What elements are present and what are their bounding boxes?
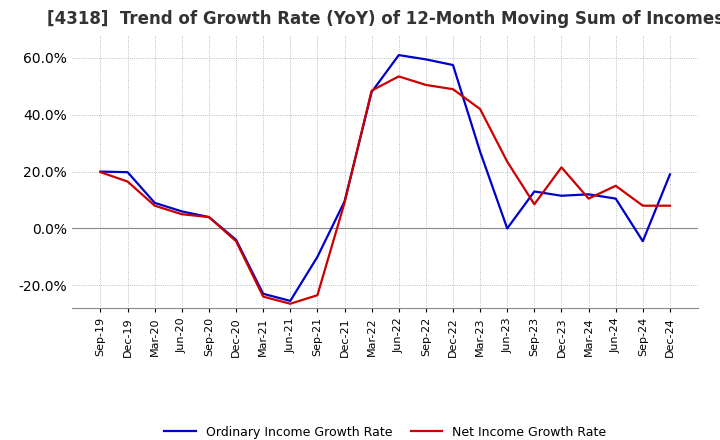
Net Income Growth Rate bbox=[286, 301, 294, 306]
Net Income Growth Rate bbox=[259, 294, 268, 299]
Ordinary Income Growth Rate bbox=[611, 196, 620, 201]
Ordinary Income Growth Rate bbox=[421, 57, 430, 62]
Ordinary Income Growth Rate bbox=[449, 62, 457, 68]
Net Income Growth Rate bbox=[639, 203, 647, 209]
Ordinary Income Growth Rate bbox=[557, 193, 566, 198]
Net Income Growth Rate bbox=[421, 82, 430, 88]
Line: Net Income Growth Rate: Net Income Growth Rate bbox=[101, 77, 670, 304]
Ordinary Income Growth Rate bbox=[530, 189, 539, 194]
Net Income Growth Rate bbox=[123, 179, 132, 184]
Net Income Growth Rate bbox=[665, 203, 674, 209]
Net Income Growth Rate bbox=[395, 74, 403, 79]
Ordinary Income Growth Rate bbox=[232, 237, 240, 242]
Net Income Growth Rate bbox=[449, 87, 457, 92]
Net Income Growth Rate bbox=[96, 169, 105, 175]
Net Income Growth Rate bbox=[557, 165, 566, 170]
Net Income Growth Rate bbox=[611, 183, 620, 188]
Ordinary Income Growth Rate bbox=[367, 89, 376, 95]
Ordinary Income Growth Rate bbox=[123, 169, 132, 175]
Ordinary Income Growth Rate bbox=[286, 298, 294, 304]
Ordinary Income Growth Rate bbox=[639, 238, 647, 244]
Net Income Growth Rate bbox=[503, 159, 511, 164]
Net Income Growth Rate bbox=[313, 293, 322, 298]
Ordinary Income Growth Rate bbox=[178, 209, 186, 214]
Ordinary Income Growth Rate bbox=[584, 192, 593, 197]
Ordinary Income Growth Rate bbox=[476, 149, 485, 154]
Net Income Growth Rate bbox=[476, 106, 485, 112]
Net Income Growth Rate bbox=[150, 203, 159, 209]
Ordinary Income Growth Rate bbox=[259, 291, 268, 297]
Net Income Growth Rate bbox=[367, 88, 376, 93]
Ordinary Income Growth Rate bbox=[96, 169, 105, 174]
Ordinary Income Growth Rate bbox=[395, 52, 403, 58]
Legend: Ordinary Income Growth Rate, Net Income Growth Rate: Ordinary Income Growth Rate, Net Income … bbox=[159, 421, 611, 440]
Title: [4318]  Trend of Growth Rate (YoY) of 12-Month Moving Sum of Incomes: [4318] Trend of Growth Rate (YoY) of 12-… bbox=[47, 10, 720, 28]
Ordinary Income Growth Rate bbox=[503, 226, 511, 231]
Net Income Growth Rate bbox=[232, 238, 240, 244]
Net Income Growth Rate bbox=[530, 202, 539, 207]
Net Income Growth Rate bbox=[341, 200, 349, 205]
Ordinary Income Growth Rate bbox=[341, 199, 349, 204]
Ordinary Income Growth Rate bbox=[204, 214, 213, 220]
Net Income Growth Rate bbox=[204, 214, 213, 220]
Ordinary Income Growth Rate bbox=[665, 172, 674, 177]
Line: Ordinary Income Growth Rate: Ordinary Income Growth Rate bbox=[101, 55, 670, 301]
Ordinary Income Growth Rate bbox=[150, 200, 159, 205]
Net Income Growth Rate bbox=[178, 212, 186, 217]
Ordinary Income Growth Rate bbox=[313, 254, 322, 260]
Net Income Growth Rate bbox=[584, 196, 593, 201]
